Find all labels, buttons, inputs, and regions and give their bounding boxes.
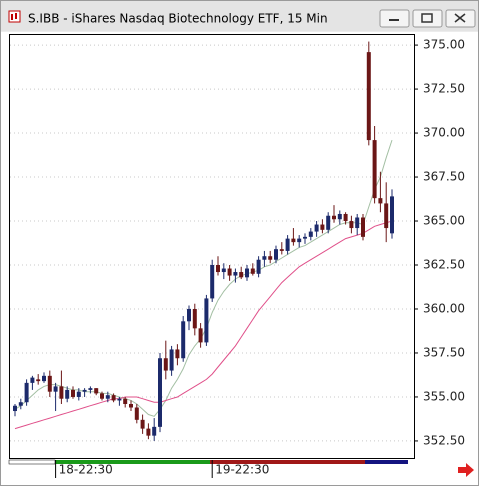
window-title: S.IBB - iShares Nasdaq Biotechnology ETF… <box>28 12 328 26</box>
candle-body <box>30 377 35 383</box>
candle-body <box>53 386 58 392</box>
candle-body <box>332 215 336 220</box>
candle-body <box>390 196 394 234</box>
candle-body <box>227 268 232 276</box>
x-tick-label: 19-22:30 <box>215 463 269 477</box>
marks <box>13 41 394 441</box>
candle-body <box>279 249 284 251</box>
candle-body <box>36 379 41 382</box>
y-tick-label: 352.50 <box>423 433 465 447</box>
candle-body <box>285 238 290 251</box>
candle-body <box>297 238 302 243</box>
candle-body <box>111 395 116 401</box>
candle-body <box>245 268 249 278</box>
candle-body <box>146 428 151 436</box>
scroll-arrow[interactable] <box>458 463 474 477</box>
candle-body <box>198 328 203 343</box>
candle-body <box>216 265 220 273</box>
candle-body <box>88 388 93 390</box>
candle-body <box>361 217 365 237</box>
candle-body <box>378 198 383 204</box>
candle-body <box>221 268 226 273</box>
candle-body <box>181 321 186 359</box>
y-tick-label: 370.00 <box>423 126 465 140</box>
candle-body <box>76 391 81 397</box>
candle-body <box>59 386 64 399</box>
candle-body <box>129 403 133 408</box>
candle-body <box>372 140 377 199</box>
candle-body <box>163 358 168 371</box>
candle-body <box>343 213 348 222</box>
candle-body <box>117 398 122 401</box>
candle-body <box>13 405 17 412</box>
candle-body <box>192 308 197 329</box>
app-icon <box>8 10 21 23</box>
y-tick-label: 362.50 <box>423 258 465 272</box>
candle-body <box>18 402 23 406</box>
candle-body <box>366 52 371 141</box>
y-tick-label: 367.50 <box>423 170 465 184</box>
candle-body <box>65 389 70 399</box>
candle-body <box>158 358 162 427</box>
candle-body <box>384 203 389 229</box>
candle-body <box>169 349 174 371</box>
candle-body <box>134 407 139 420</box>
candle-body <box>262 256 267 260</box>
candle-body <box>268 256 273 260</box>
candle-body <box>308 231 313 237</box>
minimize-button[interactable] <box>379 9 410 28</box>
candle-body <box>303 236 307 239</box>
plot-area <box>9 34 415 459</box>
candle-body <box>274 249 278 260</box>
candle-body <box>239 272 244 278</box>
candle-body <box>123 398 128 404</box>
close-button[interactable] <box>445 9 476 28</box>
candle-body <box>314 224 319 232</box>
x-tick-label: 18-22:30 <box>59 463 113 477</box>
candle-body <box>47 375 52 392</box>
candle-body <box>100 393 104 399</box>
candle-body <box>187 308 191 322</box>
moving-average <box>14 220 393 430</box>
candle-body <box>140 419 145 429</box>
candle-body <box>175 349 180 359</box>
candle-body <box>320 224 325 230</box>
y-tick-label: 357.50 <box>423 345 465 359</box>
candle-body <box>94 388 99 394</box>
candle-body <box>105 395 110 399</box>
candle-body <box>256 259 261 274</box>
candle-body <box>337 213 342 220</box>
candle-body <box>326 215 331 230</box>
candle-body <box>152 426 157 436</box>
candle-body <box>250 268 255 274</box>
y-tick-label: 372.50 <box>423 82 465 96</box>
maximize-button[interactable] <box>412 9 443 28</box>
session-bar <box>8 459 408 465</box>
y-tick-label: 355.00 <box>423 389 465 403</box>
candle-body <box>42 375 46 382</box>
y-tick-label: 360.00 <box>423 301 465 315</box>
y-tick-label: 375.00 <box>423 38 465 52</box>
candle-body <box>24 382 29 403</box>
moving-average <box>14 139 393 417</box>
candle-body <box>82 389 87 392</box>
candle-body <box>291 238 296 243</box>
candle-body <box>355 217 360 229</box>
candle-body <box>349 221 354 229</box>
candle-body <box>233 272 238 276</box>
candle-body <box>210 265 215 299</box>
y-tick-label: 365.00 <box>423 214 465 228</box>
candle-body <box>71 389 75 397</box>
candle-body <box>204 298 209 343</box>
